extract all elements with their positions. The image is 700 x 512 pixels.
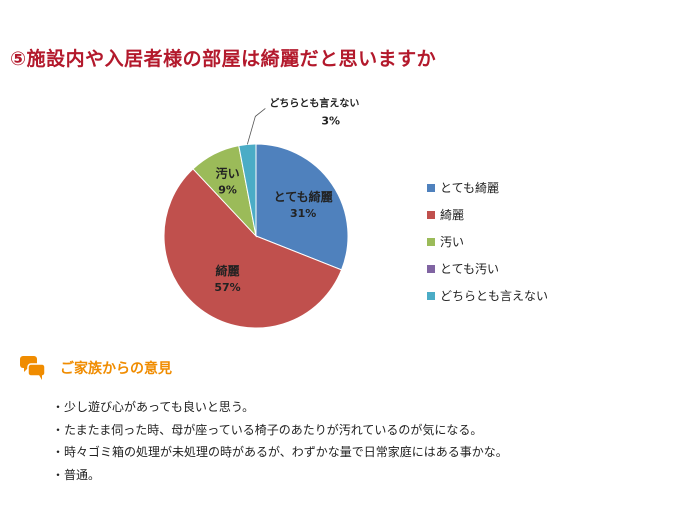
legend-item-kirei: 綺麗: [427, 201, 548, 228]
legend-item-totemo-kirei: とても綺麗: [427, 174, 548, 201]
speech-bubbles-icon: [20, 356, 46, 380]
legend-item-totemo-kitanai: とても汚い: [427, 255, 548, 282]
legend-swatch: [427, 183, 435, 192]
data-label-name: どちらとも言えない: [269, 96, 359, 109]
pie-slice: [163, 168, 343, 329]
data-label-name: とても綺麗: [274, 189, 333, 204]
data-label-name: 汚い: [216, 165, 240, 180]
data-label-value: 9%: [218, 183, 237, 196]
comments-list: 少し遊び心があっても良いと思う。 たまたま伺った時、母が座っている椅子のあたりが…: [52, 396, 508, 486]
legend-label: とても汚い: [440, 262, 500, 276]
chart-legend: とても綺麗 綺麗 汚い とても汚い どちらとも言えない: [427, 174, 548, 309]
legend-label: どちらとも言えない: [440, 289, 549, 303]
comments-heading: ご家族からの意見: [60, 361, 172, 377]
legend-swatch: [427, 291, 435, 300]
comments-header: ご家族からの意見: [18, 353, 172, 383]
legend-item-dochiratomo: どちらとも言えない: [427, 282, 548, 309]
data-label-value: 3%: [321, 114, 340, 127]
data-label-value: 57%: [214, 281, 240, 294]
legend-swatch: [427, 237, 435, 246]
legend-swatch: [427, 210, 435, 219]
comment-item: 普通。: [52, 464, 508, 487]
pie-slice: [255, 143, 349, 271]
comment-item: 少し遊び心があっても良いと思う。: [52, 396, 508, 419]
leader-line: [246, 108, 266, 145]
data-label-name: 綺麗: [216, 263, 240, 278]
legend-item-kitanai: 汚い: [427, 228, 548, 255]
pie-slice: [238, 143, 257, 237]
comment-item: 時々ゴミ箱の処理が未処理の時があるが、わずかな量で日常家庭にはある事かな。: [52, 441, 508, 464]
comment-item: たまたま伺った時、母が座っている椅子のあたりが汚れているのが気になる。: [52, 419, 508, 442]
page-title: ⑤施設内や入居者様の部屋は綺麗だと思いますか: [10, 48, 437, 70]
legend-label: 汚い: [440, 235, 465, 249]
legend-swatch: [427, 264, 435, 273]
legend-label: とても綺麗: [440, 181, 500, 195]
legend-label: 綺麗: [440, 208, 465, 222]
data-label-value: 31%: [290, 207, 316, 220]
